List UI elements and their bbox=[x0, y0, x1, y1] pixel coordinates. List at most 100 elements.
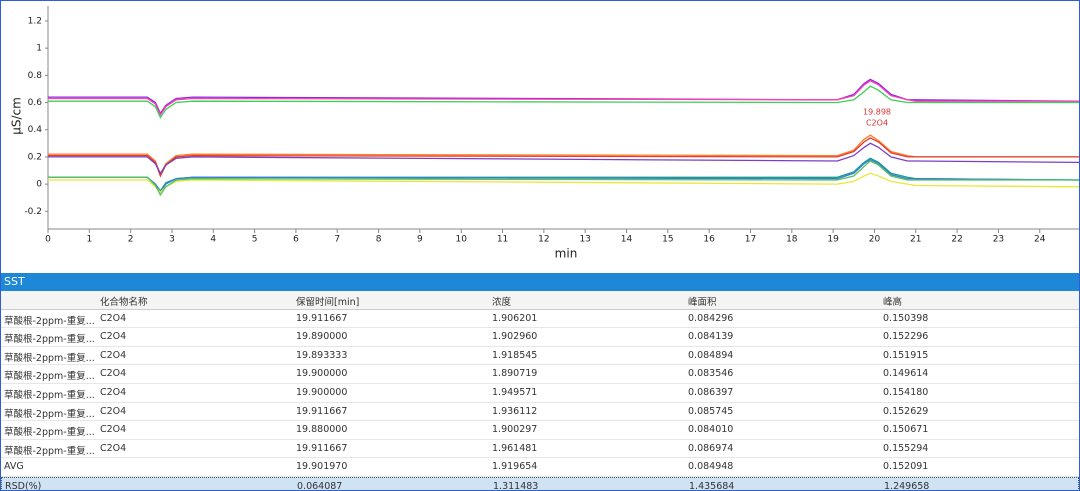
table-cell: 1.918545 bbox=[492, 349, 538, 361]
table-cell: 0.086974 bbox=[688, 442, 734, 454]
x-tick-label: 4 bbox=[210, 235, 216, 245]
table-cell: 0.064087 bbox=[297, 480, 343, 491]
column-header: 保留时间[min] bbox=[296, 297, 360, 308]
table-cell: 0.084296 bbox=[688, 312, 734, 324]
table-cell: C2O4 bbox=[100, 349, 127, 361]
table-cell: 草酸根-2ppm-重复... bbox=[4, 427, 95, 439]
table-cell: C2O4 bbox=[100, 368, 127, 380]
trace bbox=[48, 172, 1079, 194]
x-tick-label: 9 bbox=[417, 235, 423, 245]
table-cell: 草酸根-2ppm-重复... bbox=[4, 315, 95, 327]
table-cell: 19.893333 bbox=[296, 349, 348, 361]
table-cell: C2O4 bbox=[100, 312, 127, 324]
table-cell: 草酸根-2ppm-重复... bbox=[4, 371, 95, 383]
x-tick-label: 16 bbox=[703, 235, 715, 245]
x-tick-label: 19 bbox=[827, 235, 839, 245]
table-cell: 0.150671 bbox=[883, 424, 929, 436]
table-cell: 0.084948 bbox=[688, 461, 734, 473]
chart: µS/cm min 19.898 C2O4 -0.2 0 0.2 0.4 0.6 0.8 1… bbox=[10, 6, 1079, 261]
table-cell: 草酸根-2ppm-重复... bbox=[4, 334, 95, 346]
table-cell: 19.900000 bbox=[296, 368, 348, 380]
table-row[interactable]: RSD(%) 0.064087 1.311483 1.435684 1.249658 bbox=[1, 476, 1079, 491]
table-cell: RSD(%) bbox=[5, 480, 42, 491]
table-cell: 1.936112 bbox=[492, 405, 538, 417]
table-cell: 1.902960 bbox=[492, 331, 538, 343]
table-row[interactable]: 草酸根-2ppm-重复... C2O4 19.880000 1.900297 0.084… bbox=[1, 421, 1079, 440]
y-tick-label: 0.2 bbox=[28, 152, 42, 162]
x-tick-label: 22 bbox=[951, 235, 962, 245]
y-tick-label: 0 bbox=[36, 180, 42, 190]
x-tick-label: 11 bbox=[497, 235, 508, 245]
table-cell: 0.083546 bbox=[688, 368, 734, 380]
y-tick-label: 0.8 bbox=[28, 71, 43, 81]
y-tick-label: -0.2 bbox=[24, 207, 42, 217]
table-cell: 草酸根-2ppm-重复... bbox=[4, 352, 95, 364]
x-tick-label: 15 bbox=[662, 235, 673, 245]
table-cell: 1.949571 bbox=[492, 386, 538, 398]
table-cell: 草酸根-2ppm-重复... bbox=[4, 445, 95, 457]
x-tick-label: 13 bbox=[579, 235, 590, 245]
x-tick-label: 1 bbox=[86, 235, 92, 245]
trace bbox=[48, 158, 1079, 194]
table-row[interactable]: AVG 19.901970 1.919654 0.084948 0.152091 bbox=[1, 458, 1079, 477]
table-cell: 0.086397 bbox=[688, 386, 734, 398]
column-header: 峰面积 bbox=[688, 297, 717, 308]
x-tick-label: 3 bbox=[169, 235, 175, 245]
x-tick-label: 0 bbox=[45, 235, 51, 245]
table-cell: 1.311483 bbox=[493, 480, 539, 491]
y-tick-label: 0.4 bbox=[28, 125, 43, 135]
x-tick-label: 18 bbox=[786, 235, 798, 245]
trace bbox=[48, 142, 1079, 175]
table-cell: 0.084010 bbox=[688, 424, 734, 436]
table-cell: AVG bbox=[4, 461, 24, 473]
x-tick-label: 17 bbox=[745, 235, 756, 245]
table-row[interactable]: 草酸根-2ppm-重复... C2O4 19.911667 1.906201 0.084… bbox=[1, 310, 1079, 329]
x-axis-label: min bbox=[555, 247, 578, 261]
table-cell: C2O4 bbox=[100, 442, 127, 454]
trace bbox=[48, 80, 1079, 117]
table-cell: 19.900000 bbox=[296, 386, 348, 398]
x-tick-label: 5 bbox=[252, 235, 258, 245]
table-cell: 19.911667 bbox=[296, 312, 348, 324]
x-tick-label: 12 bbox=[538, 235, 549, 245]
table-cell: 0.152629 bbox=[883, 405, 929, 417]
table-cell: 19.901970 bbox=[296, 461, 348, 473]
table-cell: 0.084139 bbox=[688, 331, 734, 343]
table-row[interactable]: 草酸根-2ppm-重复... C2O4 19.890000 1.902960 0.084… bbox=[1, 328, 1079, 347]
table-title: SST bbox=[1, 273, 1079, 291]
trace bbox=[48, 134, 1079, 177]
trace bbox=[48, 160, 1079, 197]
table-cell: 草酸根-2ppm-重复... bbox=[4, 408, 95, 420]
table-cell: 1.919654 bbox=[492, 461, 538, 473]
table-row[interactable]: 草酸根-2ppm-重复... C2O4 19.911667 1.936112 0.085… bbox=[1, 403, 1079, 422]
table-cell: 1.906201 bbox=[492, 312, 538, 324]
table-row[interactable]: 草酸根-2ppm-重复... C2O4 19.900000 1.890719 0.083… bbox=[1, 365, 1079, 384]
x-tick-label: 20 bbox=[869, 235, 881, 245]
table-row[interactable]: 草酸根-2ppm-重复... C2O4 19.911667 1.961481 0.086… bbox=[1, 440, 1079, 459]
table-cell: 1.961481 bbox=[492, 442, 538, 454]
y-tick-label: 0.6 bbox=[28, 98, 43, 108]
table-cell: 0.154180 bbox=[883, 386, 929, 398]
table-cell: C2O4 bbox=[100, 405, 127, 417]
y-axis-label: µS/cm bbox=[10, 97, 24, 135]
table-cell: 19.880000 bbox=[296, 424, 348, 436]
table-cell: 1.900297 bbox=[492, 424, 538, 436]
table-cell: 19.911667 bbox=[296, 405, 348, 417]
sst-table: SST 化合物名称 保留时间[min] 浓度 峰面积 峰高 草酸根-2ppm-重复... C… bbox=[1, 273, 1079, 491]
table-row[interactable]: 草酸根-2ppm-重复... C2O4 19.893333 1.918545 0.084… bbox=[1, 347, 1079, 366]
y-tick-label: 1 bbox=[36, 44, 42, 54]
table-cell: 1.249658 bbox=[884, 480, 930, 491]
column-header: 浓度 bbox=[492, 297, 512, 308]
table-cell: C2O4 bbox=[100, 424, 127, 436]
table-cell: 0.151915 bbox=[883, 349, 929, 361]
table-row[interactable]: 草酸根-2ppm-重复... C2O4 19.900000 1.949571 0.086… bbox=[1, 384, 1079, 403]
trace bbox=[48, 78, 1079, 115]
x-tick-label: 6 bbox=[293, 235, 299, 245]
x-tick-label: 24 bbox=[1034, 235, 1046, 245]
table-cell: 0.150398 bbox=[883, 312, 929, 324]
y-tick-label: 1.2 bbox=[28, 16, 42, 26]
header-row: 化合物名称 保留时间[min] 浓度 峰面积 峰高 bbox=[1, 291, 1079, 310]
annotation-compound: C2O4 bbox=[866, 119, 888, 128]
table-cell: 19.911667 bbox=[296, 442, 348, 454]
